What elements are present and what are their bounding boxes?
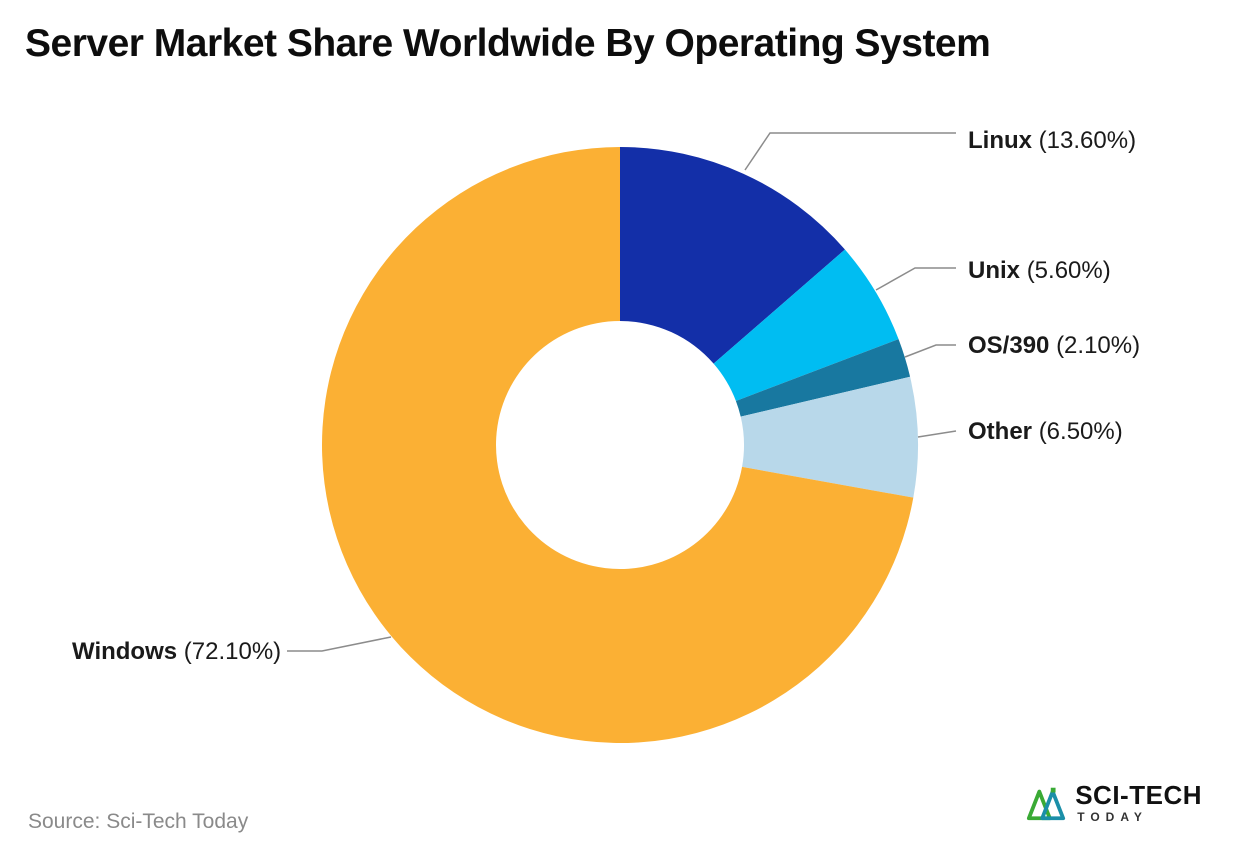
leader-line-unix — [875, 267, 956, 291]
pie-label-windows-value: (72.10%) — [183, 638, 282, 665]
pie-slice-unix — [713, 249, 899, 401]
leader-line-other — [917, 430, 957, 438]
pie-label-unix: Unix (5.60%) — [968, 257, 1111, 285]
pie-label-linux-value: (13.60%) — [1038, 127, 1137, 154]
leader-line-linux — [744, 132, 956, 171]
pie-label-other-name: Other — [968, 418, 1033, 445]
brand-logo-icon — [1027, 787, 1066, 820]
pie-label-other-value: (6.50%) — [1038, 418, 1123, 445]
pie-slice-linux — [620, 147, 845, 364]
pie-label-linux-name: Linux — [968, 127, 1032, 154]
brand-name-bottom: TODAY — [1077, 810, 1148, 824]
pie-label-os390-value: (2.10%) — [1056, 332, 1141, 359]
pie-label-os390-name: OS/390 — [968, 332, 1050, 359]
brand-name-top: SCI-TECH — [1075, 780, 1202, 810]
pie-label-unix-name: Unix — [968, 257, 1021, 284]
pie-label-unix-value: (5.60%) — [1026, 257, 1111, 284]
source-attribution: Source: Sci-Tech Today — [28, 810, 249, 833]
pie-slice-other — [740, 376, 919, 498]
page-title: Server Market Share Worldwide By Operati… — [25, 22, 991, 65]
pie-label-other: Other (6.50%) — [968, 418, 1123, 446]
pie-slice-os-390 — [735, 339, 911, 417]
pie-label-linux: Linux (13.60%) — [968, 127, 1136, 155]
pie-slice-windows — [322, 147, 914, 744]
leader-line-windows — [287, 636, 392, 652]
brand-logo: SCI-TECH TODAY — [1025, 782, 1202, 823]
pie-label-windows: Windows (72.10%) — [72, 638, 281, 666]
leader-line-os390 — [904, 344, 956, 358]
pie-label-windows-name: Windows — [72, 638, 178, 665]
brand-logo-text: SCI-TECH TODAY — [1075, 782, 1202, 823]
donut-chart — [322, 147, 919, 744]
pie-label-os390: OS/390 (2.10%) — [968, 332, 1140, 360]
